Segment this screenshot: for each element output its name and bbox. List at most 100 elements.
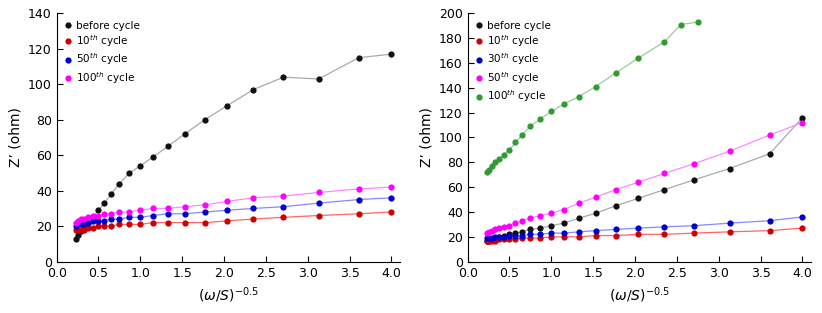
30$^{th}$ cycle — [659, 225, 669, 229]
50$^{th}$ cycle — [114, 217, 124, 221]
100$^{th}$ cycle — [79, 217, 89, 221]
10$^{th}$ cycle — [279, 215, 289, 219]
100$^{th}$ cycle — [84, 215, 94, 219]
10$^{th}$ cycle — [559, 235, 569, 239]
10$^{th}$ cycle — [611, 234, 621, 238]
10$^{th}$ cycle — [88, 226, 98, 230]
10$^{th}$ cycle — [114, 223, 124, 226]
Line: 100$^{th}$ cycle: 100$^{th}$ cycle — [73, 184, 395, 226]
100$^{th}$ cycle — [114, 210, 124, 214]
10$^{th}$ cycle — [136, 223, 145, 226]
before cycle — [163, 145, 173, 148]
50$^{th}$ cycle — [248, 207, 258, 210]
before cycle — [79, 226, 89, 230]
before cycle — [279, 75, 289, 79]
Legend: before cycle, 10$^{th}$ cycle, 30$^{th}$ cycle, 50$^{th}$ cycle, 100$^{th}$ cycl: before cycle, 10$^{th}$ cycle, 30$^{th}$… — [473, 18, 553, 106]
30$^{th}$ cycle — [547, 231, 556, 235]
X-axis label: $(\omega/S)^{-0.5}$: $(\omega/S)^{-0.5}$ — [609, 285, 670, 305]
Line: 100$^{th}$ cycle: 100$^{th}$ cycle — [484, 19, 701, 175]
before cycle — [136, 164, 145, 168]
before cycle — [499, 234, 509, 238]
before cycle — [591, 211, 601, 215]
10$^{th}$ cycle — [510, 238, 520, 241]
10$^{th}$ cycle — [353, 212, 363, 216]
50$^{th}$ cycle — [200, 210, 210, 214]
50$^{th}$ cycle — [99, 219, 109, 223]
10$^{th}$ cycle — [99, 224, 109, 228]
100$^{th}$ cycle — [535, 117, 545, 121]
50$^{th}$ cycle — [510, 221, 520, 225]
100$^{th}$ cycle — [200, 203, 210, 207]
before cycle — [535, 226, 545, 230]
before cycle — [114, 182, 124, 186]
10$^{th}$ cycle — [180, 221, 190, 224]
before cycle — [94, 208, 104, 212]
100$^{th}$ cycle — [510, 141, 520, 144]
30$^{th}$ cycle — [499, 235, 509, 239]
10$^{th}$ cycle — [517, 236, 527, 240]
before cycle — [495, 235, 505, 239]
before cycle — [99, 201, 109, 205]
50$^{th}$ cycle — [547, 211, 556, 215]
100$^{th}$ cycle — [386, 185, 396, 189]
100$^{th}$ cycle — [559, 102, 569, 106]
before cycle — [71, 237, 81, 240]
10$^{th}$ cycle — [248, 217, 258, 221]
100$^{th}$ cycle — [136, 208, 145, 212]
Y-axis label: Z’ (ohm): Z’ (ohm) — [419, 108, 433, 167]
before cycle — [574, 216, 584, 220]
100$^{th}$ cycle — [574, 95, 584, 98]
50$^{th}$ cycle — [484, 230, 494, 234]
before cycle — [484, 239, 494, 243]
30$^{th}$ cycle — [525, 233, 535, 236]
30$^{th}$ cycle — [495, 235, 505, 239]
Y-axis label: Z’ (ohm): Z’ (ohm) — [8, 108, 22, 167]
100$^{th}$ cycle — [499, 153, 509, 157]
50$^{th}$ cycle — [574, 202, 584, 205]
Legend: before cycle, 10$^{th}$ cycle, 50$^{th}$ cycle, 100$^{th}$ cycle: before cycle, 10$^{th}$ cycle, 50$^{th}$… — [62, 18, 142, 88]
before cycle — [73, 233, 83, 237]
100$^{th}$ cycle — [279, 194, 289, 198]
10$^{th}$ cycle — [495, 238, 505, 241]
50$^{th}$ cycle — [490, 228, 500, 231]
10$^{th}$ cycle — [73, 228, 83, 232]
50$^{th}$ cycle — [353, 198, 363, 202]
10$^{th}$ cycle — [690, 231, 700, 235]
10$^{th}$ cycle — [148, 221, 158, 224]
Line: 50$^{th}$ cycle: 50$^{th}$ cycle — [73, 195, 395, 229]
50$^{th}$ cycle — [525, 216, 535, 220]
before cycle — [634, 197, 644, 200]
10$^{th}$ cycle — [659, 233, 669, 236]
10$^{th}$ cycle — [200, 221, 210, 224]
50$^{th}$ cycle — [591, 195, 601, 199]
30$^{th}$ cycle — [725, 221, 735, 225]
100$^{th}$ cycle — [88, 214, 98, 218]
30$^{th}$ cycle — [535, 233, 545, 236]
before cycle — [314, 77, 324, 81]
before cycle — [353, 56, 363, 59]
50$^{th}$ cycle — [797, 121, 807, 125]
10$^{th}$ cycle — [223, 219, 233, 223]
100$^{th}$ cycle — [180, 205, 190, 208]
100$^{th}$ cycle — [525, 125, 535, 128]
Line: 30$^{th}$ cycle: 30$^{th}$ cycle — [484, 214, 806, 241]
10$^{th}$ cycle — [525, 236, 535, 240]
100$^{th}$ cycle — [76, 217, 85, 221]
before cycle — [482, 239, 492, 243]
30$^{th}$ cycle — [490, 235, 500, 239]
10$^{th}$ cycle — [106, 224, 116, 228]
50$^{th}$ cycle — [659, 172, 669, 175]
50$^{th}$ cycle — [73, 223, 83, 226]
50$^{th}$ cycle — [84, 221, 94, 224]
100$^{th}$ cycle — [124, 210, 134, 214]
50$^{th}$ cycle — [482, 231, 492, 235]
10$^{th}$ cycle — [490, 239, 500, 243]
before cycle — [505, 233, 515, 236]
before cycle — [517, 230, 527, 234]
10$^{th}$ cycle — [314, 214, 324, 218]
50$^{th}$ cycle — [314, 201, 324, 205]
100$^{th}$ cycle — [547, 110, 556, 113]
before cycle — [180, 132, 190, 136]
100$^{th}$ cycle — [73, 219, 83, 223]
50$^{th}$ cycle — [94, 219, 104, 223]
